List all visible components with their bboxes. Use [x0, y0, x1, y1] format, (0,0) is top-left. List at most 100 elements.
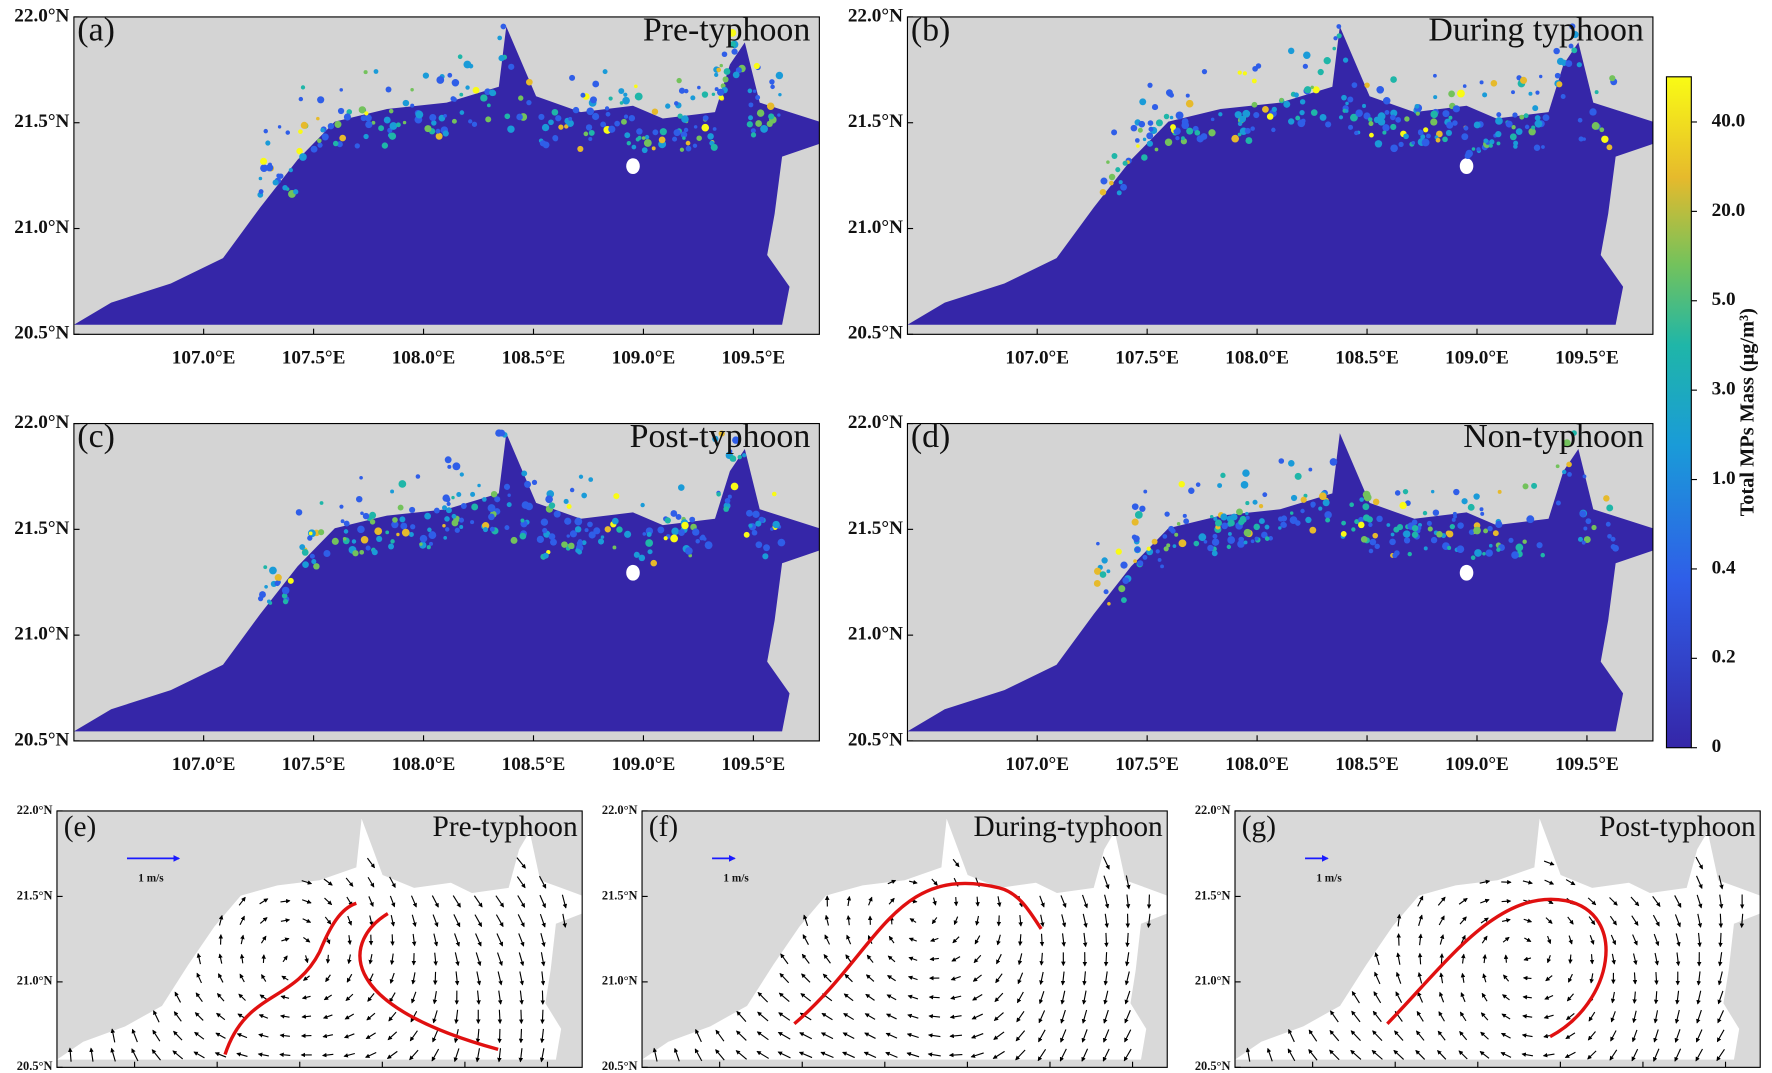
x-tick-label: 108.5°E — [502, 754, 566, 775]
concentration-dot — [1348, 124, 1354, 130]
x-tick-label: 109.5°E — [722, 754, 786, 775]
island — [1459, 158, 1474, 175]
concentration-dot — [1456, 89, 1465, 98]
current-arrow — [1439, 953, 1445, 964]
concentration-dot — [1143, 489, 1148, 494]
concentration-dot — [637, 135, 642, 140]
concentration-dot — [359, 476, 363, 480]
concentration-dot — [1411, 140, 1416, 145]
concentration-dot — [378, 125, 385, 132]
concentration-dot — [642, 532, 647, 536]
concentration-dot — [1479, 80, 1484, 85]
concentration-dot — [1318, 506, 1323, 511]
concentration-dot — [1217, 483, 1223, 489]
current-arrow — [1717, 971, 1723, 986]
concentration-dot — [1513, 552, 1519, 558]
current-arrow — [1374, 952, 1380, 966]
concentration-dot — [1185, 99, 1194, 108]
concentration-dot — [313, 563, 320, 570]
concentration-dot — [498, 429, 506, 437]
current-arrow — [953, 916, 959, 926]
current-arrow — [325, 954, 331, 964]
concentration-dot — [459, 472, 464, 477]
concentration-dot — [365, 545, 371, 551]
concentration-dot — [1299, 110, 1305, 116]
current-arrow — [1546, 955, 1552, 964]
concentration-dot — [435, 132, 443, 140]
concentration-dot — [485, 116, 492, 123]
current-arrow — [1696, 1009, 1702, 1024]
current-arrow — [1695, 1048, 1703, 1062]
current-arrow — [151, 1049, 161, 1061]
concentration-dot — [1577, 536, 1584, 542]
current-arrow — [152, 1029, 161, 1042]
concentration-dot — [1300, 508, 1305, 514]
concentration-dot — [1155, 119, 1163, 127]
concentration-dot — [578, 474, 584, 479]
panel-title: Post-typhoon — [630, 418, 811, 455]
current-arrow — [993, 1012, 1004, 1021]
current-arrow — [736, 1030, 747, 1041]
concentration-dot — [1099, 571, 1107, 578]
concentration-dot — [525, 502, 533, 511]
y-tick-label: 20.5°N — [17, 1059, 53, 1073]
concentration-dot — [1345, 101, 1349, 106]
concentration-dot — [1336, 24, 1342, 29]
concentration-dot — [1358, 516, 1364, 523]
concentration-dot — [608, 96, 613, 101]
concentration-dot — [1101, 557, 1108, 564]
current-arrow — [1081, 894, 1088, 909]
concentration-dot — [729, 41, 736, 48]
panel-label: (f) — [649, 811, 678, 843]
concentration-dot — [769, 79, 775, 85]
current-arrow — [972, 974, 982, 982]
concentration-dot — [396, 122, 401, 128]
current-arrow — [452, 895, 461, 908]
current-arrow — [323, 994, 332, 1001]
current-arrow — [303, 936, 311, 943]
current-arrow — [1718, 913, 1724, 929]
concentration-dot — [410, 103, 415, 108]
current-arrow — [1674, 895, 1682, 908]
concentration-dot — [468, 119, 473, 124]
circulation-curve — [793, 881, 1043, 1026]
concentration-dot — [1513, 144, 1518, 149]
concentration-dot — [640, 502, 645, 508]
concentration-dot — [719, 63, 723, 68]
concentration-dot — [1118, 585, 1126, 593]
current-arrow — [1524, 937, 1532, 942]
concentration-dot — [1609, 75, 1616, 82]
current-arrow — [409, 1030, 418, 1042]
concentration-dot — [658, 136, 666, 144]
current-arrow — [389, 953, 395, 965]
current-arrow — [325, 974, 331, 983]
concentration-dot — [746, 121, 753, 128]
current-arrow — [974, 935, 981, 945]
current-arrow — [301, 995, 311, 1000]
current-arrow — [1632, 972, 1638, 985]
concentration-dot — [257, 596, 264, 602]
concentration-dot — [1535, 90, 1540, 95]
current-arrow — [1060, 990, 1066, 1005]
concentration-dot — [1430, 118, 1438, 126]
current-arrow — [996, 896, 1002, 908]
concentration-dot — [526, 99, 532, 106]
concentration-dot — [1482, 92, 1488, 98]
current-arrow — [1287, 1048, 1296, 1062]
concentration-dot — [1151, 538, 1158, 545]
concentration-dot — [1601, 135, 1609, 143]
concentration-dot — [360, 535, 369, 544]
concentration-dot — [282, 184, 288, 191]
concentration-dot — [397, 504, 404, 511]
concentration-dot — [388, 543, 395, 550]
current-arrow — [1610, 991, 1616, 1004]
concentration-dot — [750, 132, 757, 138]
current-arrow — [366, 857, 375, 869]
current-arrow — [539, 875, 547, 889]
concentration-dot — [1487, 525, 1493, 532]
current-arrow — [1458, 897, 1468, 905]
concentration-dot — [1106, 569, 1111, 574]
concentration-dot — [651, 146, 656, 151]
current-arrow — [1125, 952, 1130, 967]
current-arrow — [1718, 952, 1723, 967]
